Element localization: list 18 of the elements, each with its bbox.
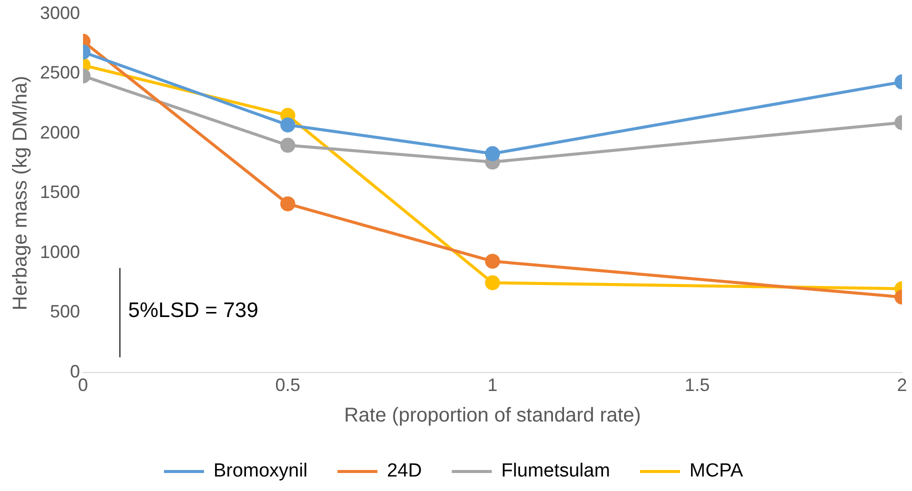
x-tick-label: 1.5: [684, 375, 710, 396]
x-tick-label: 1: [488, 375, 498, 396]
legend-label: MCPA: [690, 460, 744, 482]
y-tick-label: 2500: [40, 62, 80, 83]
y-tick-label: 3000: [40, 2, 80, 23]
legend-label: Bromoxynil: [213, 460, 308, 482]
legend-label: Flumetsulam: [501, 460, 610, 482]
y-tick-label: 1500: [40, 182, 80, 202]
x-tick-label: 2: [896, 375, 908, 396]
legend-label: 24D: [386, 460, 422, 482]
y-tick-label: 0: [70, 361, 80, 382]
x-axis-title: Rate (proportion of standard rate): [344, 404, 641, 427]
y-tick-label: 1000: [40, 242, 80, 262]
y-tick-label: 500: [50, 302, 80, 322]
y-tick-label: 2000: [40, 122, 80, 142]
x-tick-label: 0.5: [275, 375, 300, 396]
y-axis-title: Herbage mass (kg DM/ha): [10, 76, 32, 310]
annotation: 5%LSD = 739: [128, 299, 258, 322]
